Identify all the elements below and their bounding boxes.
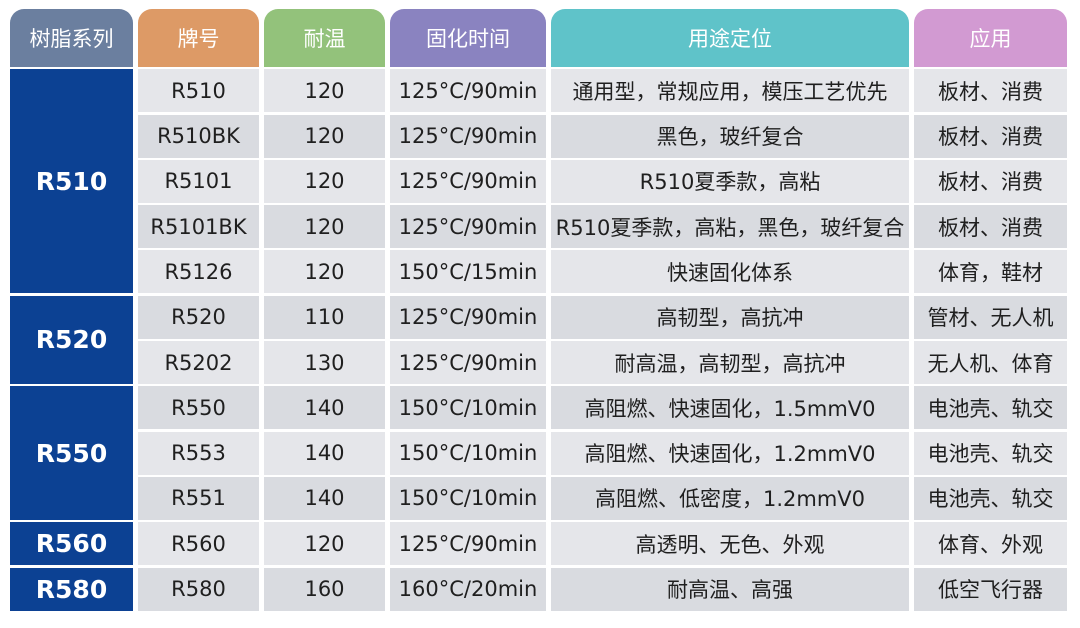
cell-app: 体育，鞋材 xyxy=(914,250,1067,294)
cell-temp: 140 xyxy=(264,431,385,475)
cell-temp: 140 xyxy=(264,386,385,430)
header-app: 应用 xyxy=(914,9,1067,67)
cell-temp: 120 xyxy=(264,522,385,566)
cell-grade: R5101 xyxy=(138,159,259,203)
cell-cure: 125°C/90min xyxy=(390,114,546,158)
cell-app: 电池壳、轨交 xyxy=(914,431,1067,475)
cell-temp: 120 xyxy=(264,205,385,249)
cell-cure: 160°C/20min xyxy=(390,567,546,611)
header-cure: 固化时间 xyxy=(390,9,546,67)
cell-use: 耐高温、高强 xyxy=(551,567,909,611)
header-series: 树脂系列 xyxy=(10,9,133,67)
cell-grade: R5202 xyxy=(138,341,259,385)
cell-grade: R560 xyxy=(138,522,259,566)
cell-use: 高阻燃、低密度，1.2mmV0 xyxy=(551,476,909,520)
cell-use: 高透明、无色、外观 xyxy=(551,522,909,566)
cell-use: 黑色，玻纤复合 xyxy=(551,114,909,158)
cell-grade: R520 xyxy=(138,295,259,339)
cell-use: 高阻燃、快速固化，1.5mmV0 xyxy=(551,386,909,430)
cell-use: R510夏季款，高粘 xyxy=(551,159,909,203)
cell-cure: 125°C/90min xyxy=(390,341,546,385)
cell-app: 电池壳、轨交 xyxy=(914,386,1067,430)
cell-grade: R510 xyxy=(138,69,259,113)
cell-app: 板材、消费 xyxy=(914,69,1067,113)
cell-temp: 140 xyxy=(264,476,385,520)
cell-temp: 160 xyxy=(264,567,385,611)
series-label: R510 xyxy=(10,69,133,294)
cell-cure: 125°C/90min xyxy=(390,522,546,566)
cell-app: 无人机、体育 xyxy=(914,341,1067,385)
cell-cure: 150°C/15min xyxy=(390,250,546,294)
cell-use: 高韧型，高抗冲 xyxy=(551,295,909,339)
cell-grade: R510BK xyxy=(138,114,259,158)
series-label: R520 xyxy=(10,295,133,385)
series-label: R560 xyxy=(10,522,133,566)
cell-cure: 150°C/10min xyxy=(390,476,546,520)
cell-cure: 125°C/90min xyxy=(390,295,546,339)
cell-app: 管材、无人机 xyxy=(914,295,1067,339)
cell-temp: 120 xyxy=(264,250,385,294)
cell-grade: R5101BK xyxy=(138,205,259,249)
cell-grade: R551 xyxy=(138,476,259,520)
cell-app: 体育、外观 xyxy=(914,522,1067,566)
cell-use: 快速固化体系 xyxy=(551,250,909,294)
resin-spec-table: 树脂系列 牌号 耐温 固化时间 用途定位 应用 R510 R520 R550 R560 R580 R5… xyxy=(10,9,1067,611)
cell-grade: R5126 xyxy=(138,250,259,294)
cell-cure: 125°C/90min xyxy=(390,205,546,249)
cell-app: 板材、消费 xyxy=(914,205,1067,249)
cell-grade: R580 xyxy=(138,567,259,611)
cell-temp: 130 xyxy=(264,341,385,385)
cell-app: 板材、消费 xyxy=(914,114,1067,158)
cell-app: 低空飞行器 xyxy=(914,567,1067,611)
header-grade: 牌号 xyxy=(138,9,259,67)
cell-grade: R553 xyxy=(138,431,259,475)
cell-cure: 125°C/90min xyxy=(390,159,546,203)
cell-cure: 150°C/10min xyxy=(390,431,546,475)
cell-temp: 120 xyxy=(264,114,385,158)
series-label: R550 xyxy=(10,386,133,520)
cell-use: 耐高温，高韧型，高抗冲 xyxy=(551,341,909,385)
header-temp: 耐温 xyxy=(264,9,385,67)
series-label: R580 xyxy=(10,567,133,611)
cell-app: 电池壳、轨交 xyxy=(914,476,1067,520)
cell-use: R510夏季款，高粘，黑色，玻纤复合 xyxy=(551,205,909,249)
cell-temp: 120 xyxy=(264,69,385,113)
cell-app: 板材、消费 xyxy=(914,159,1067,203)
cell-temp: 120 xyxy=(264,159,385,203)
cell-temp: 110 xyxy=(264,295,385,339)
cell-use: 通用型，常规应用，模压工艺优先 xyxy=(551,69,909,113)
cell-cure: 150°C/10min xyxy=(390,386,546,430)
header-use: 用途定位 xyxy=(551,9,909,67)
cell-cure: 125°C/90min xyxy=(390,69,546,113)
cell-grade: R550 xyxy=(138,386,259,430)
cell-use: 高阻燃、快速固化，1.2mmV0 xyxy=(551,431,909,475)
